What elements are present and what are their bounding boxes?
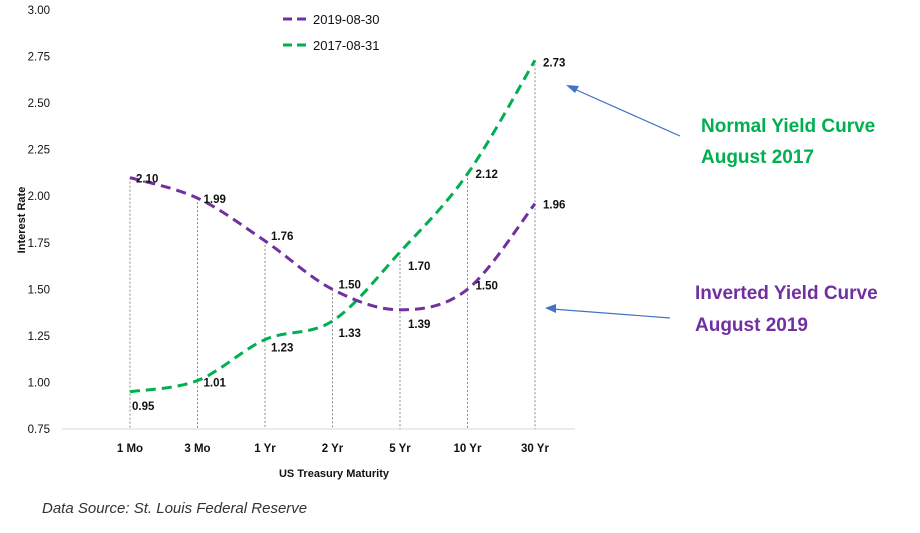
data-label: 2.10 — [136, 174, 158, 186]
data-label: 1.70 — [408, 261, 430, 273]
y-tick-label: 2.00 — [28, 191, 50, 203]
y-axis-title: Interest Rate — [16, 187, 28, 254]
data-labels: 2.10 1.99 1.76 1.50 1.39 1.50 1.96 0.95 1.01 1.23… — [132, 57, 565, 412]
y-tick-label: 1.00 — [28, 377, 50, 389]
annotation-inverted-arrowhead — [545, 304, 556, 313]
series-lines — [129, 59, 537, 394]
annotation-inverted: Inverted Yield Curve August 2019 — [545, 283, 878, 336]
y-tick-label: 2.25 — [28, 145, 50, 157]
y-tick-label: 2.75 — [28, 52, 50, 64]
annotation-inverted-line2: August 2019 — [695, 315, 808, 336]
annotation-normal-arrow — [571, 87, 681, 137]
data-label: 1.96 — [543, 200, 565, 212]
y-tick-label: 2.50 — [28, 98, 50, 110]
x-tick-label: 1 Mo — [117, 443, 143, 455]
x-tick-label: 3 Mo — [184, 443, 210, 455]
x-tick-label: 30 Yr — [521, 443, 549, 455]
data-label: 1.39 — [408, 319, 430, 331]
data-label: 0.95 — [132, 401, 155, 413]
annotation-normal-arrowhead — [566, 85, 579, 93]
x-tick-label: 1 Yr — [254, 443, 276, 455]
x-axis-title: US Treasury Maturity — [279, 468, 390, 480]
y-tick-label: 0.75 — [28, 424, 50, 436]
annotation-inverted-line1: Inverted Yield Curve — [695, 283, 878, 304]
data-label: 1.33 — [339, 328, 361, 340]
legend-label-2017: 2017-08-31 — [313, 38, 380, 53]
data-label: 1.23 — [271, 343, 293, 355]
annotation-normal-line2: August 2017 — [701, 147, 814, 168]
data-label: 2.73 — [543, 57, 565, 69]
yield-curve-chart: 0.75 1.00 1.25 1.50 1.75 2.00 2.25 2.50 2.75 3.00… — [16, 5, 878, 480]
annotation-inverted-arrow — [551, 308, 671, 319]
x-tick-label: 2 Yr — [322, 443, 344, 455]
legend-label-2019: 2019-08-30 — [313, 12, 380, 27]
annotation-normal: Normal Yield Curve August 2017 — [566, 85, 875, 168]
data-label: 1.99 — [204, 194, 226, 206]
x-tick-label: 10 Yr — [454, 443, 482, 455]
x-tick-label: 5 Yr — [389, 443, 411, 455]
y-tick-label: 1.75 — [28, 238, 50, 250]
data-label: 1.50 — [339, 279, 361, 291]
series-line-2019-08-30 — [129, 176, 537, 312]
y-tick-label: 3.00 — [28, 5, 50, 17]
data-source-note: Data Source: St. Louis Federal Reserve — [42, 500, 308, 517]
axis-layer: 0.75 1.00 1.25 1.50 1.75 2.00 2.25 2.50 2.75 3.00… — [28, 5, 575, 455]
data-label: 2.12 — [476, 169, 498, 181]
series-line-2017-08-31 — [129, 59, 537, 394]
data-label: 1.76 — [271, 231, 293, 243]
annotation-normal-line1: Normal Yield Curve — [701, 116, 875, 137]
legend: 2019-08-30 2017-08-31 — [283, 12, 380, 53]
drop-lines — [129, 60, 536, 429]
data-label: 1.50 — [476, 280, 498, 292]
y-tick-label: 1.25 — [28, 331, 50, 343]
y-tick-label: 1.50 — [28, 284, 50, 296]
data-label: 1.01 — [204, 378, 227, 390]
